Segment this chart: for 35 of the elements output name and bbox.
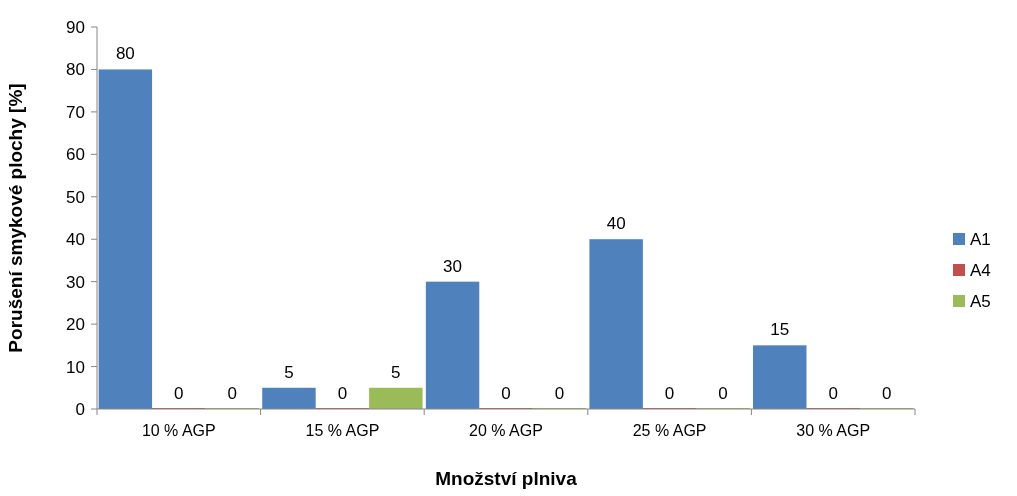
data-label: 30 (443, 256, 463, 276)
legend-label: A4 (970, 260, 991, 280)
data-label: 0 (554, 384, 565, 403)
y-tick-label: 40 (66, 230, 85, 250)
data-label: 0 (664, 384, 675, 403)
legend-label: A1 (970, 229, 991, 249)
y-tick-label: 50 (66, 187, 85, 207)
y-axis-title: Porušení smykové plochy [%] (5, 83, 26, 353)
data-label: 15 (770, 320, 790, 340)
y-tick-label: 80 (66, 60, 85, 80)
data-label: 80 (115, 44, 135, 64)
data-label: 0 (337, 384, 348, 403)
y-tick-label: 90 (66, 17, 85, 37)
data-label: 5 (284, 362, 294, 382)
data-label: 0 (174, 384, 184, 403)
x-tick-label: 30 % AGP (796, 422, 871, 439)
data-label: 5 (391, 362, 401, 382)
data-label: 0 (227, 384, 237, 403)
x-tick-label: 20 % AGP (469, 422, 543, 439)
y-tick-label: 20 (66, 315, 85, 335)
x-tick-label: 15 % AGP (305, 422, 380, 439)
x-axis-title: Množství plniva (435, 468, 578, 489)
y-tick-label: 70 (66, 102, 85, 122)
data-label: 0 (718, 384, 728, 403)
y-tick-label: 0 (75, 399, 85, 419)
data-label: 0 (881, 384, 892, 403)
y-tick-label: 30 (66, 272, 85, 292)
data-label: 0 (828, 384, 838, 403)
y-tick-label: 10 (66, 357, 85, 377)
y-tick-label: 60 (66, 145, 85, 165)
legend-label: A5 (970, 291, 991, 311)
data-label: 40 (606, 214, 626, 234)
x-tick-label: 10 % AGP (141, 422, 216, 439)
x-tick-label: 25 % AGP (632, 422, 707, 439)
data-label: 0 (501, 384, 511, 403)
